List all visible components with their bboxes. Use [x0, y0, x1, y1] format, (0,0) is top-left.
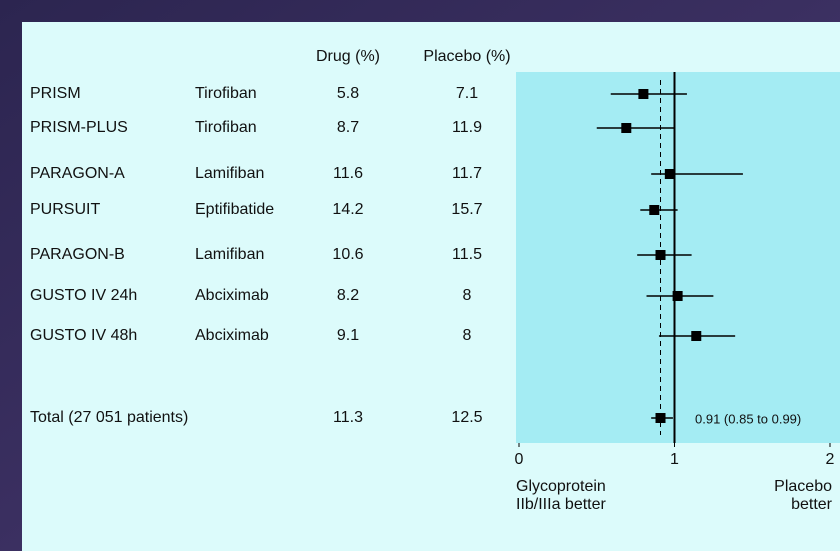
drug-rate: 10.6: [332, 246, 363, 263]
column-header: Placebo (%): [423, 48, 510, 65]
drug-name: Tirofiban: [195, 85, 257, 102]
study-name: GUSTO IV 24h: [30, 287, 137, 304]
x-tick-label: 2: [826, 451, 835, 468]
study-name: PARAGON-B: [30, 246, 125, 263]
placebo-rate: 11.9: [452, 119, 482, 136]
placebo-rate: 8: [463, 287, 472, 304]
x-tick-label: 0: [515, 451, 524, 468]
point-estimate: [621, 123, 632, 133]
x-tick-label: 1: [670, 451, 679, 468]
study-name: GUSTO IV 48h: [30, 327, 137, 344]
point-estimate: [691, 331, 702, 341]
placebo-rate: 11.7: [452, 165, 482, 182]
study-name: PRISM-PLUS: [30, 119, 128, 136]
axis-label: Glycoprotein: [516, 478, 606, 495]
placebo-rate: 7.1: [456, 85, 478, 102]
column-header: Drug (%): [316, 48, 380, 65]
point-estimate: [664, 169, 675, 179]
axis-label: better: [791, 496, 833, 513]
point-estimate: [649, 205, 660, 215]
drug-name: Abciximab: [195, 287, 269, 304]
drug-name: Abciximab: [195, 327, 269, 344]
axis-label: Placebo: [774, 478, 832, 495]
drug-name: Lamifiban: [195, 165, 264, 182]
point-estimate: [655, 413, 666, 423]
drug-rate: 5.8: [337, 85, 359, 102]
drug-rate: 11.6: [333, 165, 363, 182]
drug-name: Lamifiban: [195, 246, 264, 263]
point-estimate: [638, 89, 649, 99]
placebo-rate: 12.5: [451, 409, 482, 426]
drug-name: Eptifibatide: [195, 201, 274, 218]
drug-rate: 14.2: [332, 201, 363, 218]
placebo-rate: 8: [463, 327, 472, 344]
axis-label: IIb/IIIa better: [516, 496, 607, 513]
study-name: Total (27 051 patients): [30, 409, 188, 426]
drug-name: Tirofiban: [195, 119, 257, 136]
study-name: PARAGON-A: [30, 165, 125, 182]
plot-area: [516, 72, 840, 443]
placebo-rate: 11.5: [452, 246, 482, 263]
study-name: PURSUIT: [30, 201, 100, 218]
total-estimate-label: 0.91 (0.85 to 0.99): [695, 411, 801, 426]
point-estimate: [655, 250, 666, 260]
placebo-rate: 15.7: [451, 201, 482, 218]
study-name: PRISM: [30, 85, 81, 102]
drug-rate: 8.7: [337, 119, 359, 136]
point-estimate: [672, 291, 683, 301]
drug-rate: 8.2: [337, 287, 359, 304]
drug-rate: 9.1: [337, 327, 359, 344]
drug-rate: 11.3: [333, 409, 363, 426]
